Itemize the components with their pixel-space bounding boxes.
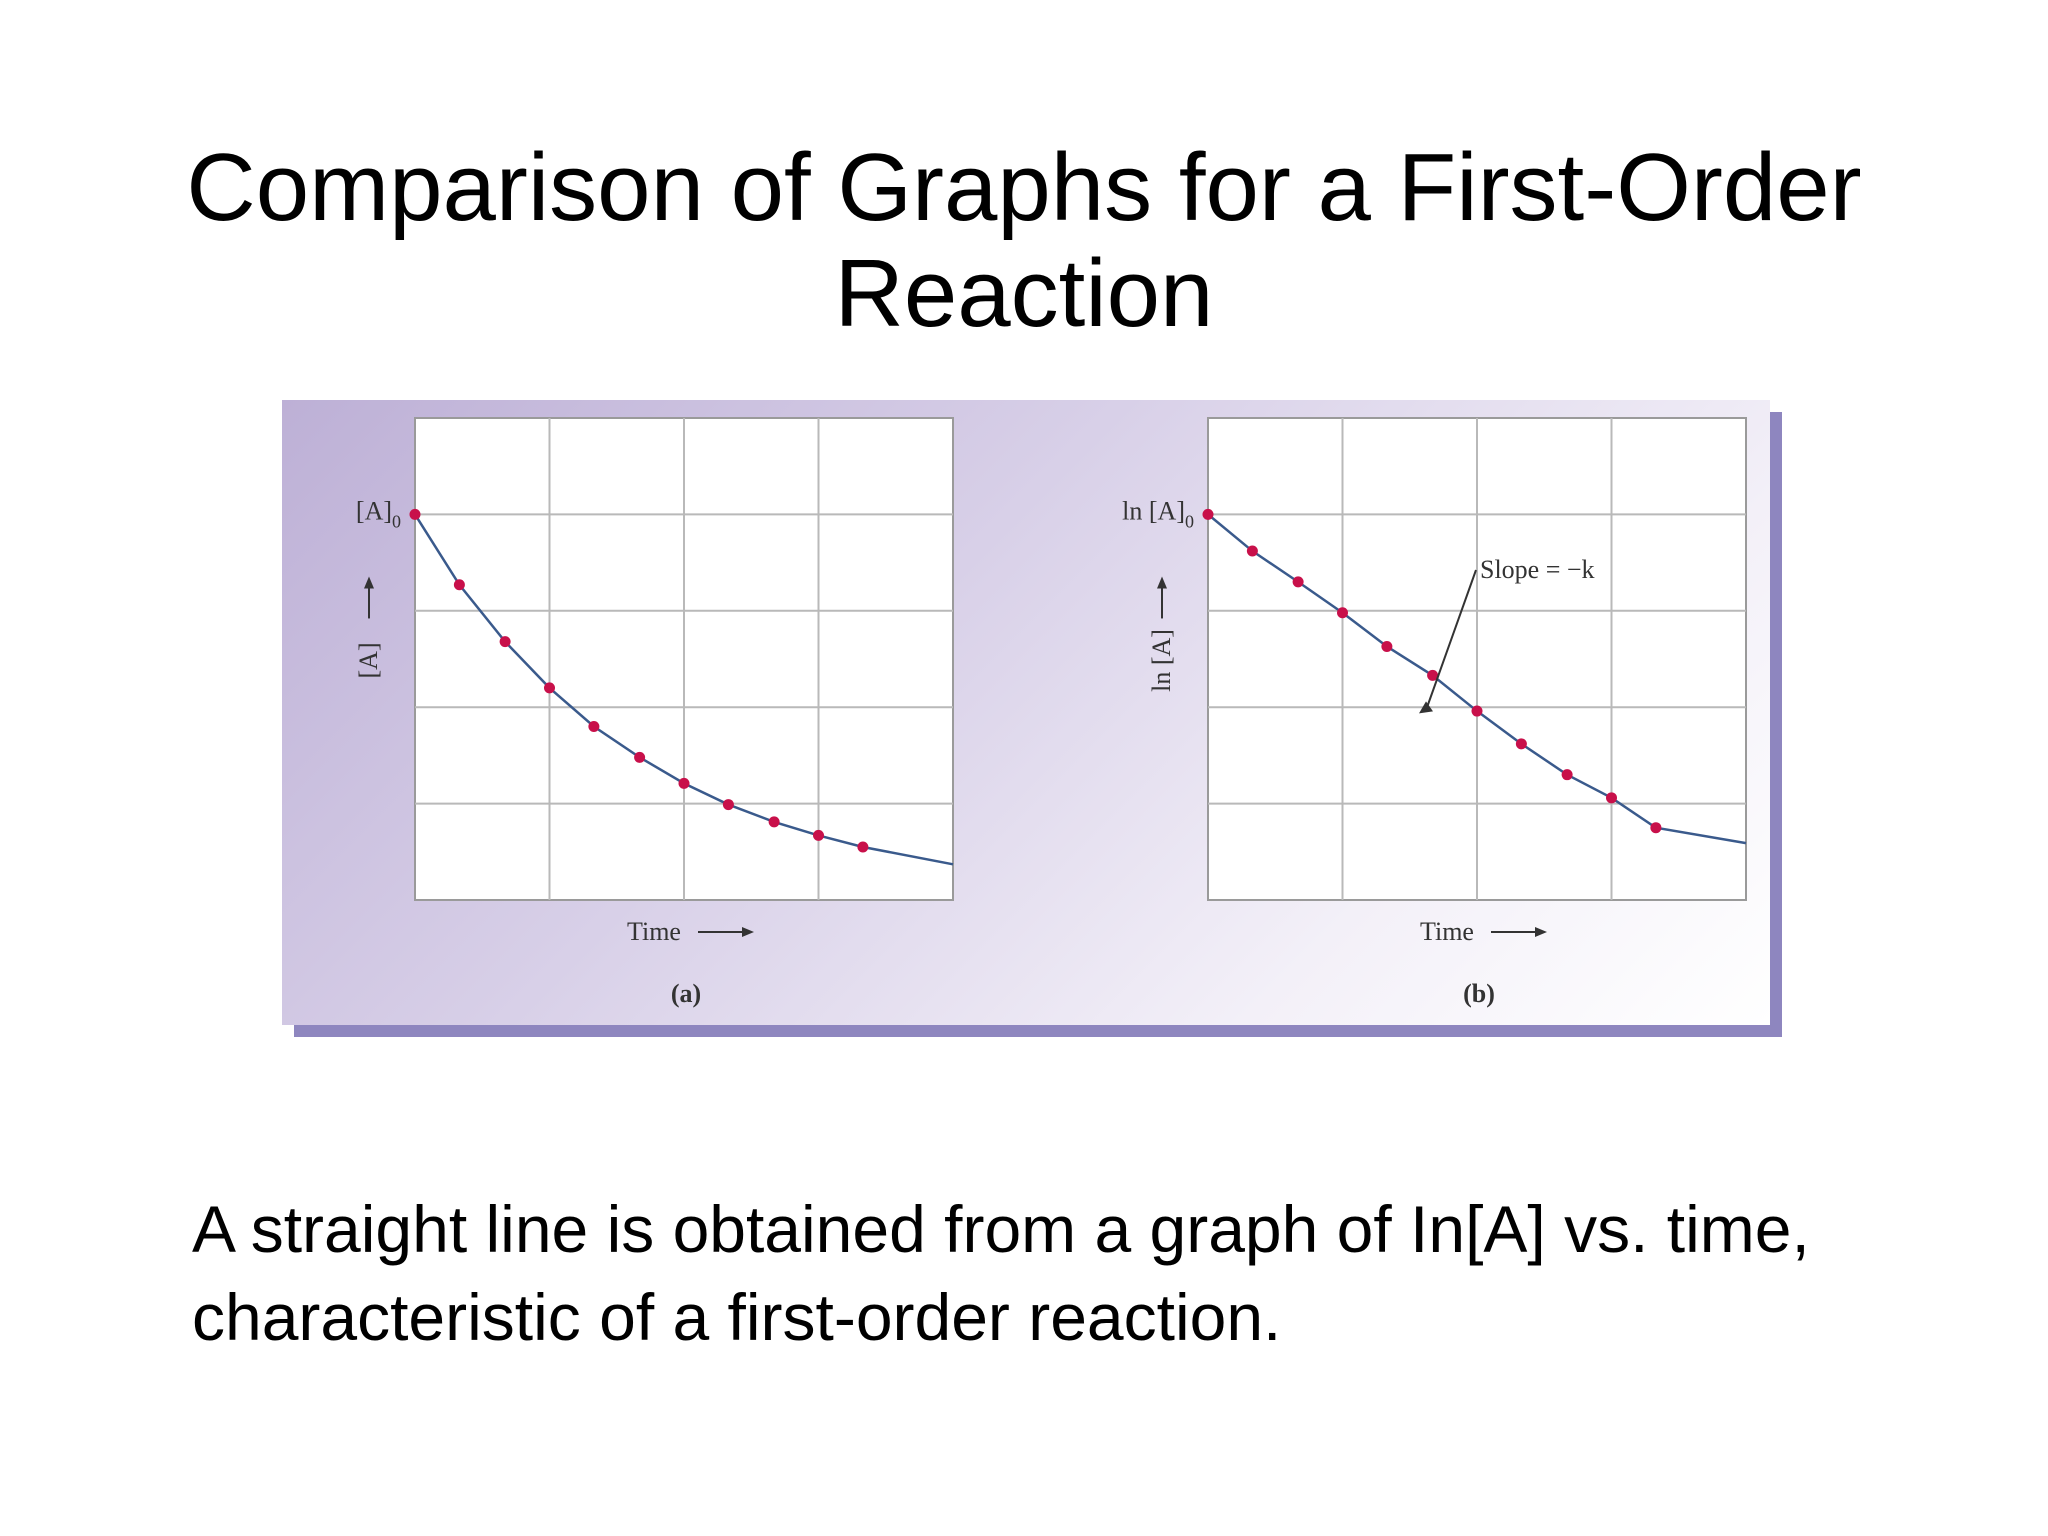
y-axis-label: [A] [354, 642, 383, 678]
data-point [678, 777, 690, 789]
data-point [453, 579, 465, 591]
data-point [1515, 738, 1527, 750]
data-point [499, 636, 511, 648]
data-point [768, 816, 780, 828]
data-point [1427, 669, 1439, 681]
chart-b: ln [A]0 ln [A] Time (b) Slope = −k [1122, 417, 1747, 1008]
annotation-leader [1426, 569, 1477, 708]
x-axis-label: Time [627, 917, 681, 946]
y0-subscript: 0 [1185, 511, 1194, 531]
data-point [634, 751, 646, 763]
data-point [857, 841, 869, 853]
x-axis-label: Time [1420, 917, 1474, 946]
y-axis-arrowhead [364, 576, 374, 589]
data-point [409, 508, 421, 520]
caption-line-2: characteristic of a first-order reaction… [192, 1280, 1282, 1354]
data-point [1650, 822, 1662, 834]
annotation-arrowhead [1419, 701, 1433, 714]
data-point [813, 829, 824, 841]
panel-label: (a) [671, 979, 701, 1008]
y0-label: [A]0 [356, 496, 401, 531]
data-point [1381, 640, 1393, 652]
series-line [413, 513, 954, 866]
panel-label: (b) [1463, 979, 1495, 1008]
caption-line-1: A straight line is obtained from a graph… [192, 1192, 1810, 1266]
data-point [1471, 705, 1483, 717]
data-point [544, 682, 555, 694]
chart-a: [A]0 [A] Time (a) [354, 417, 954, 1008]
y0-subscript: 0 [392, 511, 401, 531]
data-point [1292, 576, 1304, 588]
data-point [588, 720, 600, 732]
caption: A straight line is obtained from a graph… [192, 1185, 1892, 1361]
slide-title: Comparison of Graphs for a First-Order R… [186, 134, 1862, 347]
y-axis-arrowhead [1157, 576, 1167, 589]
data-point [722, 799, 734, 811]
data-point [1246, 545, 1258, 557]
data-point [1337, 607, 1348, 619]
y0-label: ln [A]0 [1122, 496, 1194, 531]
y-axis-label: ln [A] [1147, 629, 1176, 692]
x-axis-arrowhead [742, 927, 754, 937]
x-axis-arrowhead [1535, 927, 1547, 937]
series-line [1207, 513, 1747, 845]
slope-annotation: Slope = −k [1480, 555, 1595, 584]
data-point [1561, 769, 1573, 781]
data-point [1202, 508, 1214, 520]
data-point [1606, 792, 1617, 804]
